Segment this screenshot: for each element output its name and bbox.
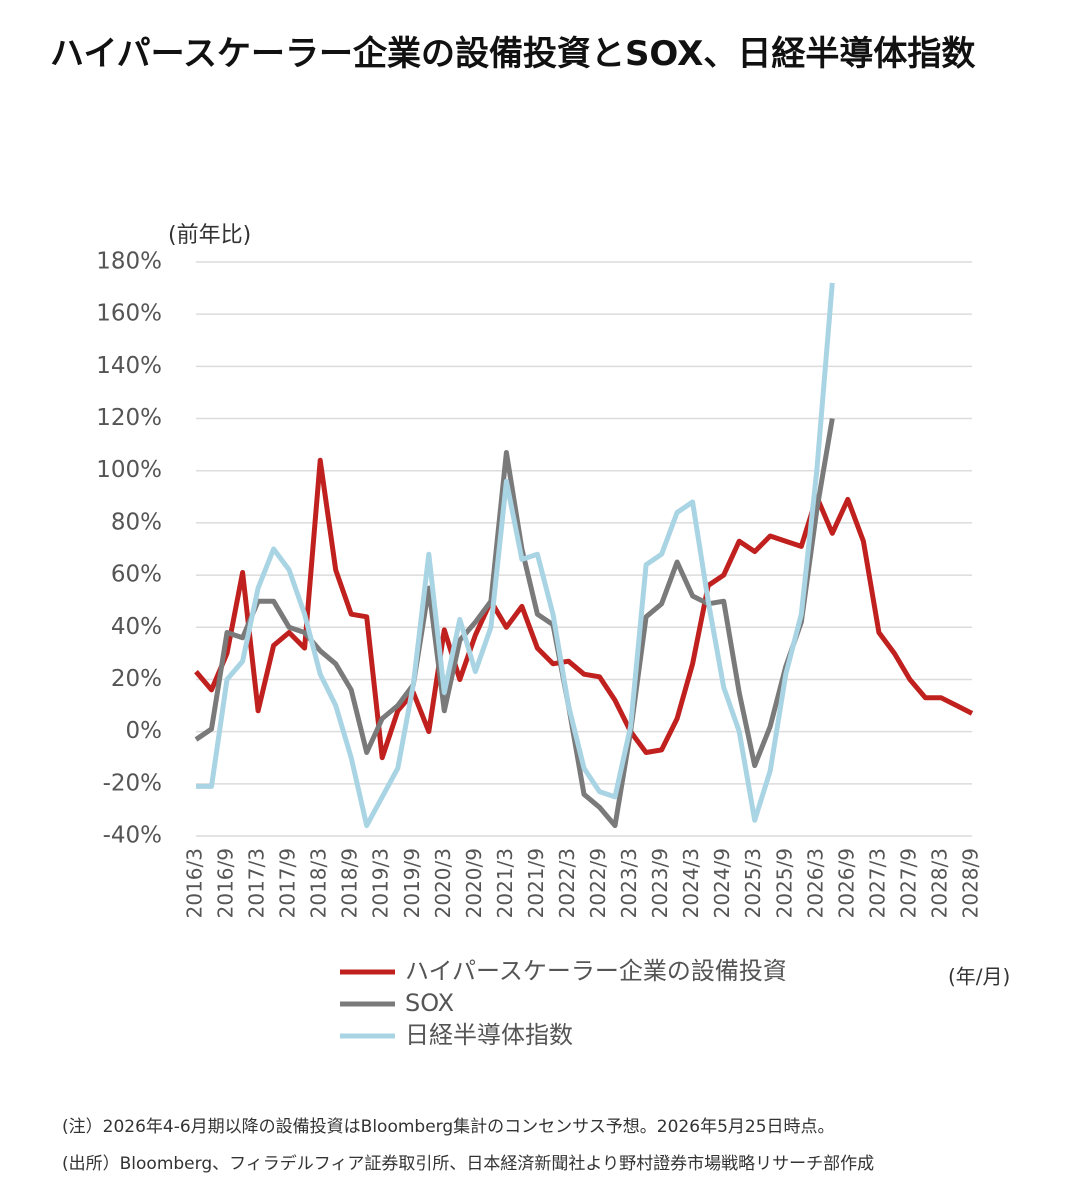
legend-label: 日経半導体指数 bbox=[405, 1021, 573, 1049]
title-box: ハイパースケーラー企業の設備投資とSOX、日経半導体指数 bbox=[50, 34, 976, 74]
y-tick-label: 80% bbox=[111, 509, 162, 535]
series-line bbox=[194, 457, 974, 761]
y-tick-label: 160% bbox=[96, 301, 162, 327]
series-line bbox=[196, 282, 835, 829]
y-tick-label: 20% bbox=[111, 666, 162, 692]
x-tick-label: 2026/3 bbox=[803, 848, 827, 918]
x-tick-label: 2021/9 bbox=[524, 848, 548, 918]
x-tick-label: 2019/9 bbox=[400, 848, 424, 918]
x-tick-label: 2020/9 bbox=[462, 848, 486, 918]
note: (注）2026年4-6月期以降の設備投資はBloomberg集計のコンセンサス予… bbox=[62, 1117, 835, 1137]
y-tick-label: 0% bbox=[126, 718, 163, 744]
chart-title: ハイパースケーラー企業の設備投資とSOX、日経半導体指数 bbox=[50, 34, 976, 74]
y-axis-label: (前年比) bbox=[168, 223, 251, 248]
y-tick-label: 140% bbox=[96, 353, 162, 379]
x-tick-label: 2025/3 bbox=[741, 848, 765, 918]
x-tick-label: 2017/3 bbox=[245, 848, 269, 918]
x-tick-label: 2025/9 bbox=[772, 848, 796, 918]
y-tick-label: -20% bbox=[103, 770, 162, 796]
x-tick-label: 2028/3 bbox=[927, 848, 951, 918]
legend-label: ハイパースケーラー企業の設備投資 bbox=[405, 957, 787, 985]
x-tick-label: 2021/3 bbox=[493, 848, 517, 918]
legend-label: SOX bbox=[405, 989, 454, 1017]
y-tick-label: 100% bbox=[96, 457, 162, 483]
x-tick-label: 2018/3 bbox=[307, 848, 331, 918]
y-tick-label: 120% bbox=[96, 405, 162, 431]
x-tick-label: 2026/9 bbox=[834, 848, 858, 918]
series-line bbox=[194, 418, 835, 829]
y-tick-label: -40% bbox=[103, 823, 162, 849]
x-tick-label: 2019/3 bbox=[369, 848, 393, 918]
x-tick-label: 2016/3 bbox=[183, 848, 207, 918]
x-tick-label: 2027/9 bbox=[896, 848, 920, 918]
x-tick-label: 2023/3 bbox=[617, 848, 641, 918]
x-tick-label: 2022/9 bbox=[586, 848, 610, 918]
x-tick-label: 2022/3 bbox=[555, 848, 579, 918]
x-tick-label: 2023/9 bbox=[648, 848, 672, 918]
x-tick-label: 2017/9 bbox=[276, 848, 300, 918]
note: (出所）Bloomberg、フィラデルフィア証券取引所、日本経済新聞社より野村證… bbox=[62, 1153, 874, 1174]
x-tick-label: 2016/9 bbox=[214, 848, 238, 918]
x-axis-label: (年/月) bbox=[948, 965, 1010, 989]
y-tick-label: 40% bbox=[111, 614, 162, 640]
x-tick-label: 2020/3 bbox=[431, 848, 455, 918]
x-tick-label: 2024/3 bbox=[679, 848, 703, 918]
y-tick-label: 180% bbox=[96, 249, 162, 275]
x-tick-label: 2018/9 bbox=[338, 848, 362, 918]
y-tick-label: 60% bbox=[111, 562, 162, 588]
x-tick-label: 2027/3 bbox=[865, 848, 889, 918]
x-tick-label: 2028/9 bbox=[959, 848, 983, 918]
x-tick-label: 2024/9 bbox=[710, 848, 734, 918]
